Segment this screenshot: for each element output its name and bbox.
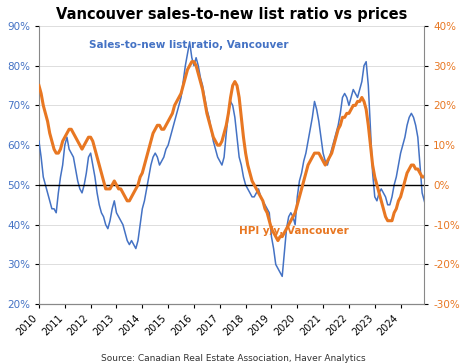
Text: HPI y/y, Vancouver: HPI y/y, Vancouver bbox=[239, 226, 349, 236]
Text: Source: Canadian Real Estate Association, Haver Analytics: Source: Canadian Real Estate Association… bbox=[101, 354, 366, 363]
Title: Vancouver sales-to-new list ratio vs prices: Vancouver sales-to-new list ratio vs pri… bbox=[56, 7, 407, 22]
Text: Sales-to-new list ratio, Vancouver: Sales-to-new list ratio, Vancouver bbox=[89, 40, 289, 50]
